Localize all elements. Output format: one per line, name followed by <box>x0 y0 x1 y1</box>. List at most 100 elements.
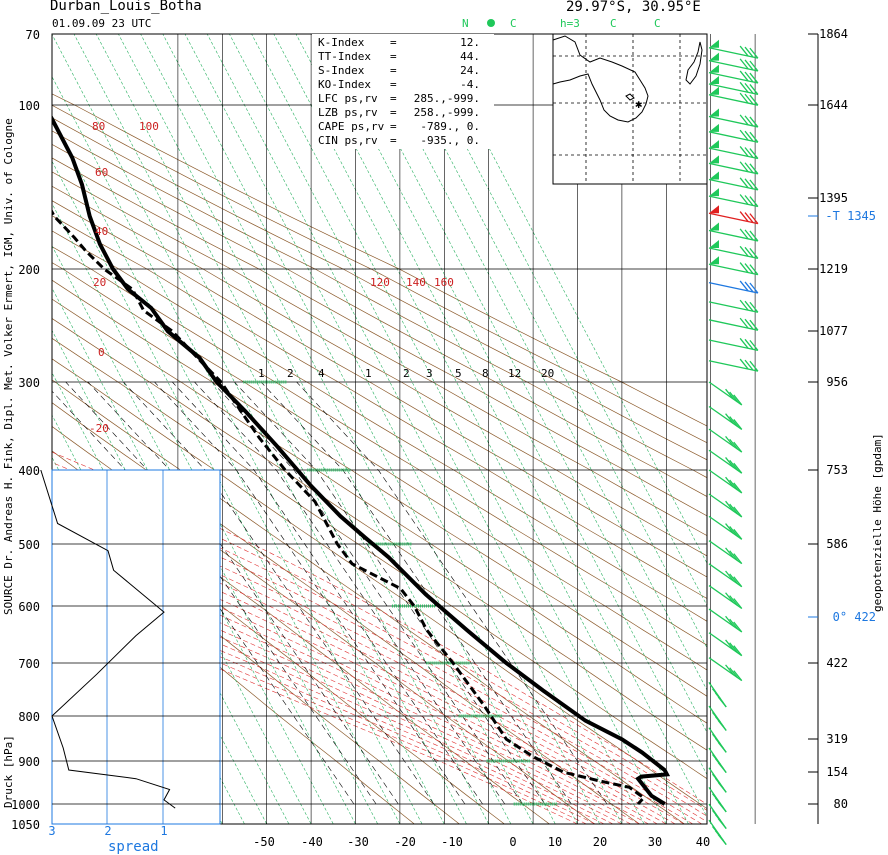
moist-adiabat <box>52 519 676 824</box>
index-value: -789., 0. <box>420 120 480 133</box>
wind-barb <box>708 140 759 160</box>
temperature-tick-label: 30 <box>648 835 662 849</box>
dry-adiabat <box>52 157 707 517</box>
index-name: S-Index <box>318 64 365 77</box>
wind-barb <box>708 256 759 276</box>
wind-barb <box>708 358 759 372</box>
dry-adiabat-label: 0 <box>98 346 105 359</box>
wind-barb <box>708 405 743 430</box>
pressure-tick-label: 100 <box>18 99 40 113</box>
wind-barbs <box>708 39 759 846</box>
inset-map: ✱ <box>552 33 708 185</box>
wind-barb <box>708 727 727 753</box>
isotherm-line <box>162 34 578 824</box>
pressure-tick-label: 500 <box>18 538 40 552</box>
temperature-tick-label: 0 <box>509 835 516 849</box>
mixing-ratio-label: 3 <box>426 367 433 380</box>
isotherm-line <box>251 34 667 824</box>
dry-adiabat <box>52 279 707 697</box>
wind-barb <box>708 317 759 331</box>
height-tick-label: 422 <box>826 656 848 670</box>
isotherm-line <box>52 34 467 824</box>
moist-adiabat <box>52 451 707 805</box>
dry-adiabat <box>52 215 707 599</box>
mixing-ratio-label: 2 <box>403 367 410 380</box>
index-value: -935., 0. <box>420 134 480 147</box>
inland-lake <box>625 93 635 101</box>
index-name: LFC ps,rv <box>318 92 378 105</box>
moist-adiabat <box>52 482 707 823</box>
moist-adiabat <box>52 472 707 817</box>
wind-barb <box>708 469 743 494</box>
wind-barb <box>708 52 759 72</box>
isotherm-line <box>140 34 556 824</box>
height-axis-title: geopotenzielle Höhe [gpdam] <box>871 433 884 612</box>
dry-adiabat <box>52 318 707 751</box>
wind-barb <box>708 205 759 225</box>
pressure-tick-label: 400 <box>18 464 40 478</box>
wind-barb <box>708 585 743 610</box>
wind-barb <box>708 171 759 191</box>
dry-adiabat-label: -20 <box>89 422 109 435</box>
station-name: Durban_Louis_Botha <box>50 0 202 14</box>
wind-barb <box>708 786 727 813</box>
wind-barb <box>708 337 759 351</box>
dry-adiabat-label: 100 <box>139 120 159 133</box>
cloud-code-n: N <box>462 17 469 30</box>
madagascar-island <box>685 41 703 85</box>
wind-barb <box>708 155 759 175</box>
datetime-label: 01.09.09 23 UTC <box>52 17 151 30</box>
moist-adiabat <box>52 462 707 811</box>
wind-barb <box>708 515 743 540</box>
index-value: 44. <box>460 50 480 63</box>
spread-tick-label: 2 <box>104 824 111 838</box>
special-height-label: -T 1345 <box>825 209 876 223</box>
temperature-tick-label: 40 <box>696 835 710 849</box>
spread-axis-title: spread <box>108 839 159 855</box>
isotherm-line <box>52 287 334 824</box>
dry-adiabat-label: 80 <box>92 120 105 133</box>
wind-barb <box>708 493 743 518</box>
index-name: TT-Index <box>318 50 371 63</box>
height-tick-label: 753 <box>826 463 848 477</box>
dry-adiabat-label: 40 <box>95 225 108 238</box>
dry-adiabat <box>52 262 707 671</box>
height-tick-label: 1864 <box>819 27 848 41</box>
index-value: 12. <box>460 36 480 49</box>
mixing-ratio-label: 1 <box>365 367 372 380</box>
dry-adiabat-label: 20 <box>93 276 106 289</box>
wind-barb <box>708 299 759 313</box>
moist-adiabat-label: 120 <box>370 276 390 289</box>
axes: 7010020030040050060070080090010001050-50… <box>11 28 710 849</box>
mixing-ratio-line <box>296 381 608 805</box>
pressure-tick-label: 800 <box>18 710 40 724</box>
spread-frame <box>51 469 221 825</box>
isotherm-line <box>206 34 623 824</box>
wind-barb <box>708 449 743 474</box>
dry-adiabat <box>52 450 550 824</box>
isotherm-line <box>95 34 512 824</box>
moist-adiabat-label: 160 <box>434 276 454 289</box>
temperature-tick-label: 20 <box>593 835 607 849</box>
index-eq: = <box>390 92 397 105</box>
temperature-tick-label: -50 <box>253 835 275 849</box>
height-tick-label: 1077 <box>819 324 848 338</box>
cloud-cover-icon <box>487 19 495 27</box>
indices-background <box>312 34 494 149</box>
wind-barb <box>708 86 759 106</box>
index-name: CAPE ps,rv <box>318 120 385 133</box>
height-tick-label: 586 <box>826 537 848 551</box>
wind-barb <box>708 239 759 260</box>
wind-barb <box>708 381 743 406</box>
dry-adiabat <box>52 93 707 427</box>
isotherm-line <box>52 329 312 824</box>
height-tick-label: 80 <box>834 797 848 811</box>
dry-adiabat <box>52 402 640 824</box>
mixing-ratio-label: 20 <box>541 367 554 380</box>
index-eq: = <box>390 36 397 49</box>
cloud-code-cm: C <box>610 17 617 30</box>
location-label: 29.97°S, 30.95°E <box>566 0 701 15</box>
wind-barb <box>708 803 727 829</box>
pressure-axis-title: Druck [hPa] <box>2 735 15 808</box>
